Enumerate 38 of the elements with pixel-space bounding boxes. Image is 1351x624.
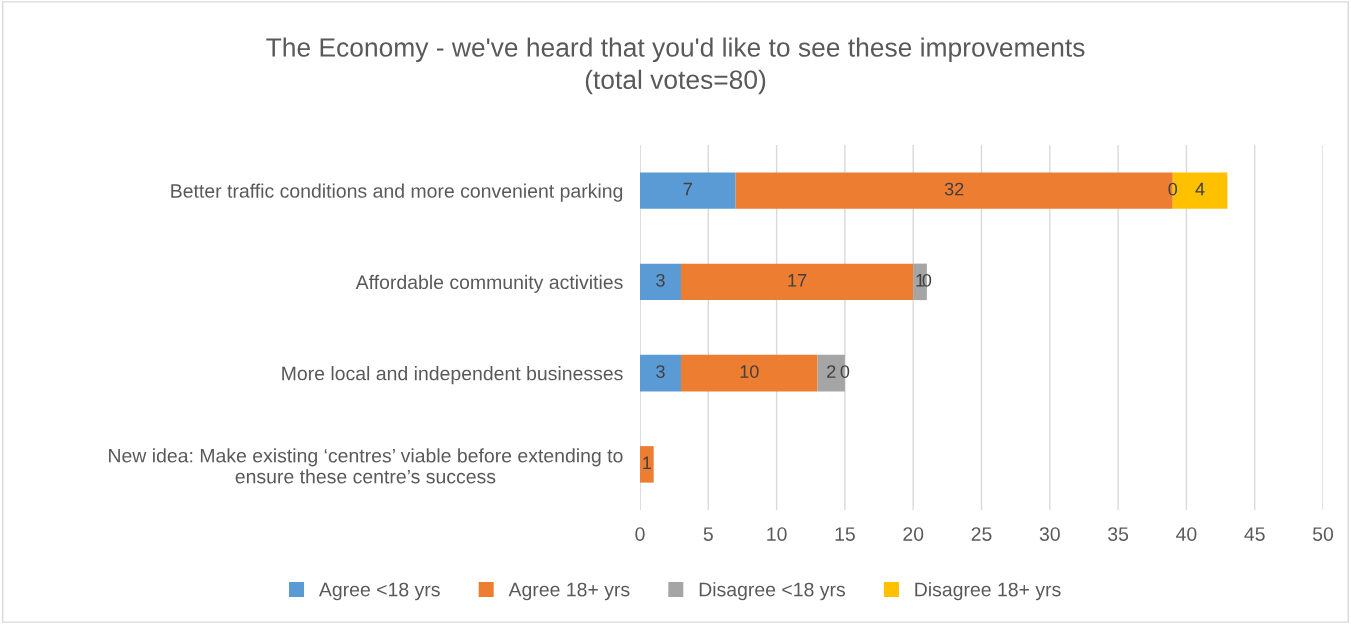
- legend-label: Agree 18+ yrs: [508, 582, 630, 601]
- y-tick-label: Affordable community activities: [355, 274, 623, 293]
- x-tick-label: 10: [767, 527, 787, 541]
- bar: [640, 446, 654, 483]
- legend-label: Disagree 18+ yrs: [915, 582, 1061, 601]
- x-tick-label: 5: [703, 527, 713, 541]
- bar: [680, 263, 914, 301]
- data-label: 0: [840, 365, 850, 378]
- x-tick-label: 45: [1244, 527, 1265, 541]
- x-tick-label: 0: [635, 527, 645, 541]
- bar: [640, 354, 681, 392]
- x-tick-label: 50: [1312, 527, 1334, 541]
- bar: [640, 263, 681, 301]
- data-label: 32: [944, 182, 964, 196]
- legend-label: Disagree <18 yrs: [699, 582, 845, 601]
- x-tick-label: 20: [903, 527, 924, 541]
- data-label: 3: [656, 273, 665, 287]
- y-tick-label: More local and independent businesses: [282, 366, 623, 385]
- y-tick-label: Better traffic conditions and more convenient parking: [171, 183, 623, 202]
- data-label: 10: [740, 365, 759, 378]
- x-tick-label: 30: [1039, 527, 1060, 541]
- data-label: 3: [656, 365, 665, 378]
- y-tick-label: New idea: Make existing ‘centres’ viable before extending to ensure these centre’s success: [109, 448, 623, 484]
- data-label: 2: [827, 365, 836, 378]
- legend-label: Agree <18 yrs: [318, 582, 440, 601]
- data-label: 17: [788, 274, 807, 287]
- bar: [640, 172, 736, 209]
- data-label: 4: [1195, 182, 1205, 196]
- x-tick-label: 40: [1176, 527, 1197, 541]
- data-label: 7: [683, 182, 692, 196]
- chart-title: The Economy - we've heard that you'd like to see these improvements (total votes=80): [266, 37, 1085, 95]
- x-tick-label: 35: [1108, 527, 1129, 541]
- bar: [680, 354, 818, 392]
- x-tick-label: 25: [971, 527, 992, 541]
- data-label: 1: [916, 274, 925, 287]
- data-label: 0: [1168, 182, 1178, 196]
- data-label: 1: [643, 456, 651, 470]
- x-tick-label: 15: [835, 527, 855, 541]
